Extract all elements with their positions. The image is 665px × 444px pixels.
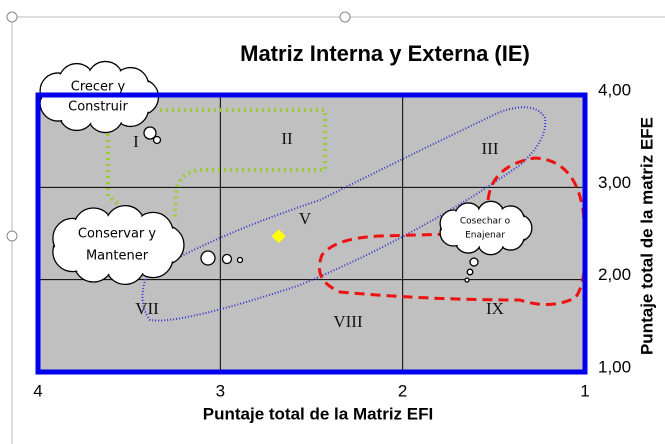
- cloud-label: Enajenar: [465, 231, 505, 241]
- x-axis-label: Puntaje total de la Matriz EFI: [203, 404, 433, 423]
- region-label: IX: [486, 299, 504, 318]
- x-tick-label: 2: [398, 381, 407, 400]
- x-tick-label: 1: [580, 381, 589, 400]
- cloud-trail: [200, 250, 216, 266]
- y-axis-label: Puntaje total de la matriz EFE: [637, 117, 656, 355]
- x-tick-label: 4: [33, 381, 42, 400]
- red-curve: [317, 156, 587, 306]
- y-tick-label: 3,00: [598, 173, 631, 192]
- curves: [106, 106, 587, 322]
- cloud-core: [67, 224, 167, 266]
- handle: [339, 11, 351, 23]
- y-tick-label: 2,00: [598, 265, 631, 284]
- cloud-label: Construir: [68, 100, 128, 115]
- cloud-trail: [466, 268, 474, 276]
- cloud-trail: [152, 135, 162, 145]
- region-label: I: [133, 132, 139, 151]
- cloud-label: Cosechar o: [460, 217, 511, 227]
- chart-title: Matriz Interna y Externa (IE): [240, 41, 530, 66]
- region-label: VIII: [333, 312, 363, 331]
- region-label: II: [281, 129, 293, 148]
- cloud-label: Conservar y: [78, 227, 157, 242]
- cloud-trail: [469, 257, 479, 267]
- y-tick-label: 4,00: [598, 80, 631, 99]
- region-label: VII: [135, 299, 159, 318]
- cloud: Conservar y Mantener: [52, 204, 244, 286]
- handle: [6, 11, 18, 23]
- y-tick-label: 1,00: [598, 357, 631, 376]
- cloud-trail: [236, 256, 244, 264]
- data-point: [271, 229, 286, 244]
- cloud-trail: [464, 277, 470, 283]
- cloud-trail: [143, 126, 157, 140]
- plot-border: [35, 92, 588, 375]
- cloud-trail: [221, 253, 233, 265]
- cloud-core: [449, 214, 521, 242]
- x-tick-label: 3: [216, 381, 225, 400]
- cloud: Cosechar o Enajenar: [439, 200, 533, 283]
- cloud-label: Mantener: [86, 249, 149, 264]
- region-label: III: [482, 139, 499, 158]
- region-label: V: [299, 209, 312, 228]
- green-curve: [106, 128, 122, 207]
- handle: [6, 230, 18, 242]
- cloud-label: Crecer y: [71, 80, 126, 95]
